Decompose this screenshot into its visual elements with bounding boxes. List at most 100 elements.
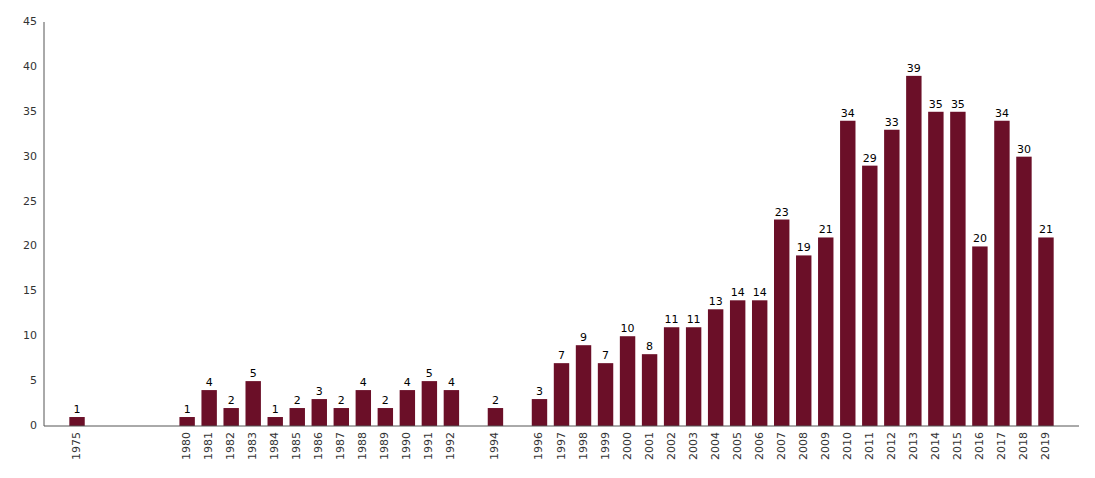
data-label: 21 [819,223,833,236]
data-label: 33 [885,116,899,129]
x-tick-label: 2011 [863,432,876,460]
x-tick-label: 1989 [378,432,391,460]
x-tick-label: 2008 [797,432,810,460]
data-label: 3 [536,385,543,398]
data-label: 1 [272,403,279,416]
data-label: 5 [426,367,433,380]
bar [223,408,238,426]
bar [356,390,371,426]
bar [664,327,679,426]
bar [69,417,84,426]
bar [378,408,393,426]
x-tick-label: 1999 [599,432,612,460]
data-label: 29 [863,152,877,165]
bar [400,390,415,426]
y-tick-label: 30 [23,150,37,163]
x-tick-label: 2000 [621,432,634,460]
x-tick-label: 2009 [819,432,832,460]
y-tick-label: 35 [23,105,37,118]
bar [994,121,1009,426]
data-label: 21 [1039,223,1053,236]
x-tick-label: 1990 [400,432,413,460]
data-label: 2 [228,394,235,407]
bar [818,237,833,426]
bar [840,121,855,426]
data-label: 7 [558,349,565,362]
x-tick-label: 2012 [885,432,898,460]
bar [245,381,260,426]
x-tick-label: 2013 [907,432,920,460]
bar [730,300,745,426]
y-tick-label: 25 [23,195,37,208]
bar [906,76,921,426]
x-tick-label: 2001 [643,432,656,460]
data-label: 9 [580,331,587,344]
bar [201,390,216,426]
data-label: 13 [709,295,723,308]
data-label: 11 [665,313,679,326]
x-tick-label: 1996 [532,432,545,460]
data-label: 11 [687,313,701,326]
x-tick-label: 1997 [555,432,568,460]
x-tick-label: 1986 [312,432,325,460]
data-label: 14 [731,286,745,299]
x-tick-label: 1998 [577,432,590,460]
x-tick-label: 2016 [973,432,986,460]
bar [290,408,305,426]
y-tick-label: 15 [23,284,37,297]
bar [268,417,283,426]
x-tick-label: 2015 [951,432,964,460]
bar [972,246,987,426]
y-tick-label: 0 [30,419,37,432]
bar [774,220,789,426]
x-tick-label: 1985 [290,432,303,460]
data-label: 19 [797,241,811,254]
bar [532,399,547,426]
data-label: 4 [206,376,213,389]
x-axis-line [44,426,1079,427]
bar [884,130,899,426]
x-tick-label: 2003 [687,432,700,460]
x-tick-label: 1975 [70,432,83,460]
x-tick-label: 2005 [731,432,744,460]
bar [620,336,635,426]
x-tick-label: 1980 [180,432,193,460]
x-tick-label: 2019 [1039,432,1052,460]
data-label: 35 [929,98,943,111]
bar [488,408,503,426]
chart: 1142512324245423797108111113141423192134… [0,0,1095,478]
bar [708,309,723,426]
data-label: 3 [316,385,323,398]
bars [69,76,1053,426]
data-label: 35 [951,98,965,111]
data-label: 20 [973,232,987,245]
x-tick-label: 2017 [995,432,1008,460]
data-label: 23 [775,206,789,219]
data-label: 1 [74,403,81,416]
data-labels: 1142512324245423797108111113141423192134… [74,62,1053,416]
data-label: 4 [448,376,455,389]
x-tick-label: 1982 [224,432,237,460]
data-label: 4 [404,376,411,389]
data-label: 2 [338,394,345,407]
bar [1038,237,1053,426]
x-tick-label: 1984 [268,432,281,460]
x-tick-label: 1983 [246,432,259,460]
y-tick-label: 40 [23,60,37,73]
chart-container: 1142512324245423797108111113141423192134… [0,0,1095,478]
bar [1016,157,1031,426]
data-label: 34 [995,107,1009,120]
x-tick-label: 2014 [929,432,942,460]
data-label: 7 [602,349,609,362]
bar [862,166,877,426]
data-label: 10 [621,322,635,335]
y-tick-label: 10 [23,329,37,342]
x-tick-label: 1991 [422,432,435,460]
x-tick-label: 2018 [1017,432,1030,460]
x-tick-label: 2010 [841,432,854,460]
bar [576,345,591,426]
y-tick-label: 5 [30,374,37,387]
data-label: 2 [382,394,389,407]
bar [752,300,767,426]
x-tick-label: 2002 [665,432,678,460]
